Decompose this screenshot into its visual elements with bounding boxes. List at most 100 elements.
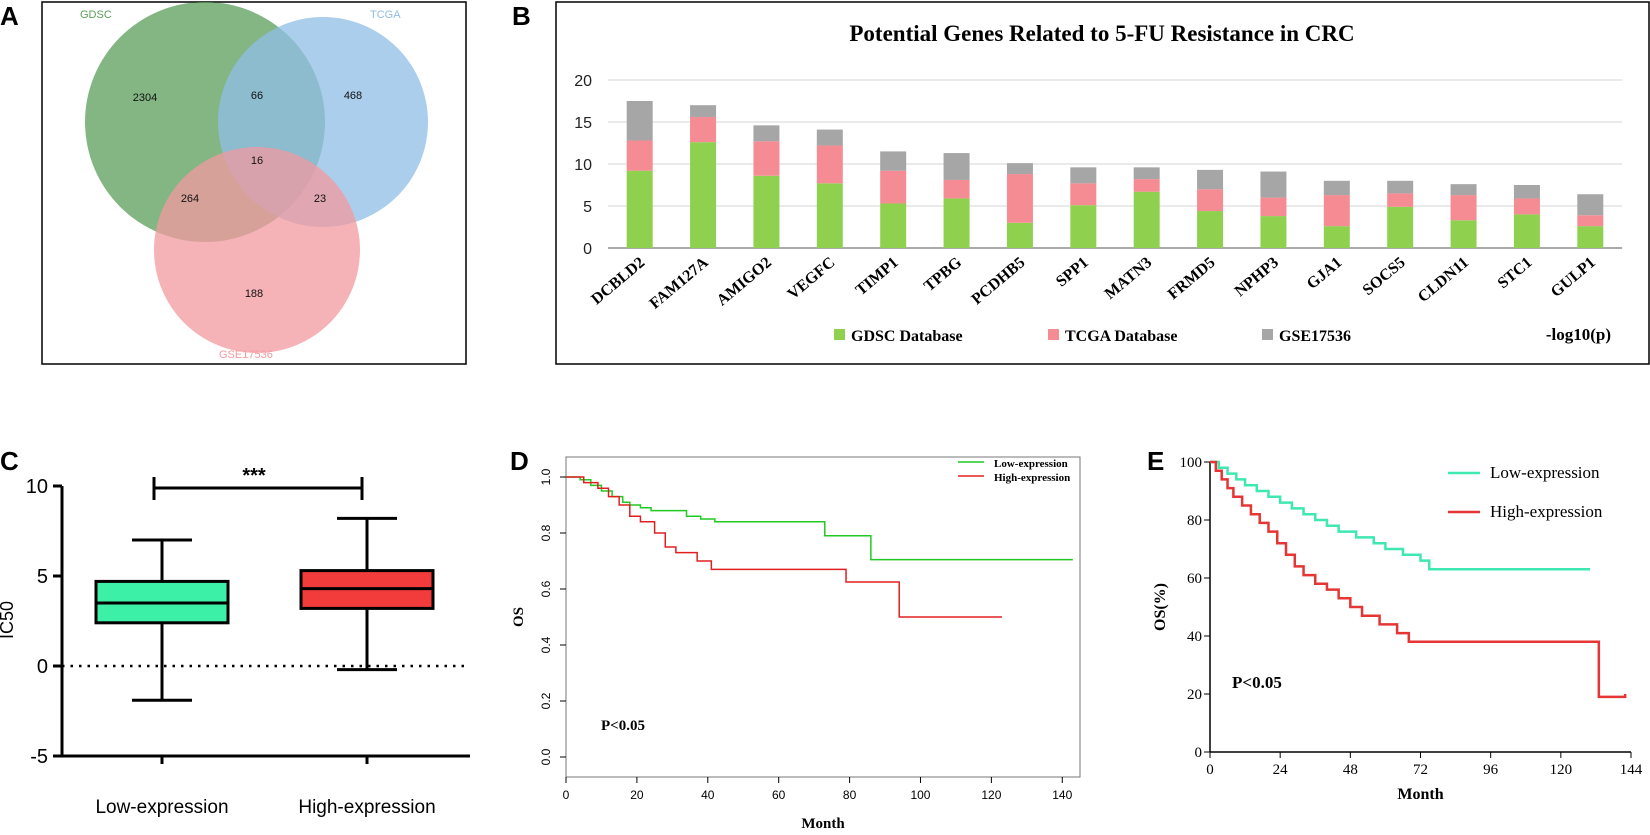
km-xtick-label: 80	[843, 788, 857, 802]
bar-legend-swatch	[1262, 329, 1273, 340]
bar-category-label: PCDHB5	[969, 254, 1029, 308]
bar-segment-vegfc-3	[816, 129, 843, 146]
km-curve-high-expression	[1210, 460, 1627, 699]
bar-segment-matn3-2	[1133, 179, 1160, 192]
bar-segment-stc1-1	[1513, 214, 1540, 248]
bar-segment-pcdhb5-3	[1006, 163, 1033, 175]
bar-segment-dcbld2-1	[626, 170, 653, 248]
bar-segment-stc1-3	[1513, 185, 1540, 199]
box-group-label: Low-expression	[95, 797, 228, 818]
bar-ytick-label: 20	[574, 73, 592, 90]
bar-segment-dcbld2-3	[626, 101, 653, 141]
bar-segment-fam127a-2	[690, 116, 717, 143]
bar-ytick-label: 15	[574, 115, 592, 132]
bar-segment-gulp1-1	[1577, 226, 1604, 248]
bar-legend-label: GSE17536	[1279, 328, 1351, 345]
bar-category-label: CLDN11	[1415, 254, 1472, 306]
bar-segment-gja1-1	[1323, 226, 1350, 248]
panel-d-letter: D	[510, 446, 529, 476]
km-legend-label: High-expression	[994, 472, 1070, 484]
panel-b-frame	[555, 1, 1650, 365]
bar-segment-pcdhb5-2	[1006, 174, 1033, 223]
km-xtick-label: 20	[630, 788, 644, 802]
km-ytick-label: 0.4	[539, 636, 553, 653]
bar-segment-frmd5-1	[1197, 211, 1224, 248]
bar-segment-amigo2-2	[753, 141, 780, 176]
bar-segment-nphp3-3	[1260, 171, 1287, 198]
venn-count-gdsc-gse: 264	[181, 193, 199, 205]
venn-label-gdsc: GDSC	[80, 9, 112, 21]
bar-segment-vegfc-2	[816, 145, 843, 184]
km-ylabel: OS	[511, 607, 527, 627]
venn-count-all-three: 16	[251, 155, 263, 167]
bar-segment-spp1-2	[1070, 183, 1097, 206]
bar-segment-matn3-1	[1133, 191, 1160, 248]
panel-d: D 0 20 40 60 80 100 120 140 0.0 0.2 0.4 0.6 0.8 1.0 Mo…	[510, 446, 1081, 832]
bar-legend-swatch	[1048, 329, 1059, 340]
panel-e: E 0 24 48 72 96 120 144 0 20 40 60 80 100 Month OS(%) L…	[1147, 446, 1643, 803]
venn-circle-gse17536	[154, 147, 360, 353]
panel-e-letter: E	[1147, 446, 1164, 476]
km-xlabel: Month	[801, 816, 845, 832]
box-ytick-label: 5	[37, 566, 48, 588]
panel-b: B Potential Genes Related to 5-FU Resist…	[512, 1, 1650, 365]
bar-segment-gja1-2	[1323, 195, 1350, 227]
box-ytick-label: 10	[26, 476, 48, 498]
km-legend-label: High-expression	[1490, 502, 1603, 521]
bar-segment-gulp1-3	[1577, 194, 1604, 216]
km-xtick-label: 40	[701, 788, 715, 802]
significance-stars: ***	[242, 465, 266, 487]
km-xtick-label: 120	[1550, 762, 1573, 778]
bar-segment-pcdhb5-1	[1006, 222, 1033, 248]
bar-segment-tpbg-1	[943, 198, 970, 248]
venn-label-gse17536: GSE17536	[219, 349, 273, 361]
venn-count-tcga-gse: 23	[314, 193, 326, 205]
bar-segment-nphp3-1	[1260, 216, 1287, 248]
km-ytick-label: 0	[1195, 745, 1203, 761]
km-xtick-label: 100	[910, 788, 930, 802]
bar-segment-matn3-3	[1133, 167, 1160, 180]
bar-unit-note: -log10(p)	[1546, 325, 1611, 344]
bar-category-label: NPHP3	[1232, 254, 1282, 300]
bar-segment-vegfc-1	[816, 183, 843, 248]
km-xtick-label: 120	[981, 788, 1001, 802]
km-ytick-label: 0.6	[539, 580, 553, 597]
km-ytick-label: 20	[1187, 687, 1202, 703]
km-xtick-label: 140	[1052, 788, 1072, 802]
venn-count-gdsc-tcga: 66	[251, 90, 263, 102]
km-xtick-label: 72	[1413, 762, 1428, 778]
bar-segment-nphp3-2	[1260, 197, 1287, 217]
bar-segment-timp1-2	[880, 170, 907, 204]
bar-category-label: SPP1	[1053, 254, 1092, 290]
panel-a-frame	[41, 1, 467, 365]
bar-category-label: GULP1	[1548, 254, 1599, 301]
panel-c: C IC50 -5 0 5 10 Low-expression High-expressi…	[0, 446, 470, 818]
bar-category-label: FRMD5	[1165, 254, 1219, 303]
km-ytick-label: 0.8	[539, 524, 553, 541]
bar-segment-amigo2-1	[753, 175, 780, 248]
km-ytick-label: 100	[1180, 455, 1203, 471]
bar-category-label: STC1	[1495, 254, 1536, 292]
venn-count-gdsc-only: 2304	[133, 92, 157, 104]
bar-legend-swatch	[834, 329, 845, 340]
bar-segment-dcbld2-2	[626, 140, 653, 171]
km-ylabel: OS(%)	[1152, 583, 1169, 631]
km-ytick-label: 60	[1187, 571, 1202, 587]
bar-ytick-label: 10	[574, 157, 592, 174]
bar-category-label: VEGFC	[785, 254, 839, 303]
panel-b-letter: B	[512, 1, 531, 31]
bar-segment-spp1-3	[1070, 167, 1097, 184]
bar-segment-fam127a-1	[690, 142, 717, 248]
km-xtick-label: 60	[772, 788, 786, 802]
bar-legend-label: GDSC Database	[851, 328, 963, 345]
km-legend-label: Low-expression	[1490, 463, 1600, 482]
bar-segment-cldn11-2	[1450, 195, 1477, 221]
km-curve-high-expression	[566, 476, 1003, 618]
bar-segment-timp1-3	[880, 151, 907, 171]
panel-a: A GDSC TCGA GSE17536 2304 66 468 16 264 …	[0, 1, 467, 365]
bar-category-label: SOCS5	[1360, 254, 1409, 299]
km-ytick-label: 40	[1187, 629, 1202, 645]
bar-segment-tpbg-3	[943, 153, 970, 180]
bar-segment-socs5-2	[1387, 193, 1414, 207]
km-xtick-label: 0	[563, 788, 570, 802]
